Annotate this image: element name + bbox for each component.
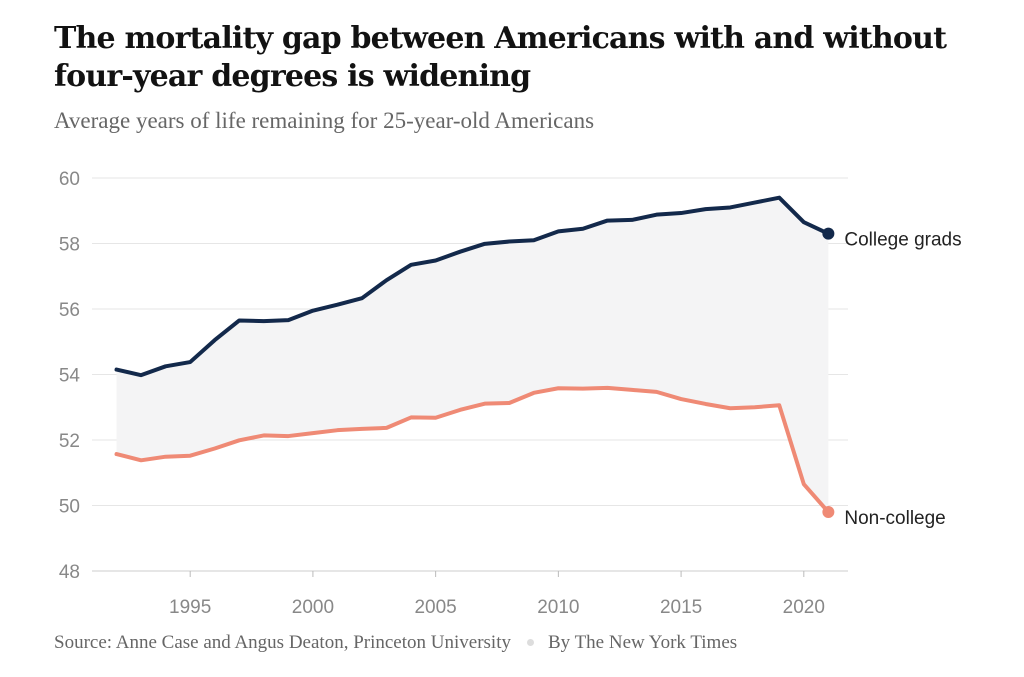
y-tick-label-58: 58 xyxy=(59,235,80,256)
series-label-college-grads: College grads xyxy=(844,230,961,251)
x-tick-label-1995: 1995 xyxy=(169,597,211,618)
y-tick-label-54: 54 xyxy=(59,366,81,387)
gap-shading xyxy=(116,197,829,513)
x-tick-label-2010: 2010 xyxy=(537,597,579,618)
x-tick-label-2020: 2020 xyxy=(783,597,825,618)
separator-dot xyxy=(526,638,534,646)
source-note: Source: Anne Case and Angus Deaton, Prin… xyxy=(54,632,511,653)
footer: Source: Anne Case and Angus Deaton, Prin… xyxy=(54,632,737,654)
x-tick-label-2015: 2015 xyxy=(660,597,702,618)
series-line-non-college xyxy=(114,385,831,515)
x-tick-label-2005: 2005 xyxy=(414,597,456,618)
series-label-non-college: Non-college xyxy=(844,508,945,529)
series-end-dot-non-college xyxy=(822,506,835,519)
x-tick-label-2000: 2000 xyxy=(292,597,334,618)
y-tick-label-56: 56 xyxy=(59,300,80,321)
series-end-dot-college-grads xyxy=(822,227,835,240)
series-line-college-grads xyxy=(114,195,831,378)
chart-title: The mortality gap between Americans with… xyxy=(54,21,947,94)
y-tick-label-60: 60 xyxy=(59,169,80,190)
chart-subtitle: Average years of life remaining for 25-y… xyxy=(54,108,595,133)
y-tick-label-48: 48 xyxy=(59,562,80,583)
y-tick-label-52: 52 xyxy=(59,431,80,452)
byline: By The New York Times xyxy=(547,632,738,653)
y-tick-label-50: 50 xyxy=(59,497,80,518)
